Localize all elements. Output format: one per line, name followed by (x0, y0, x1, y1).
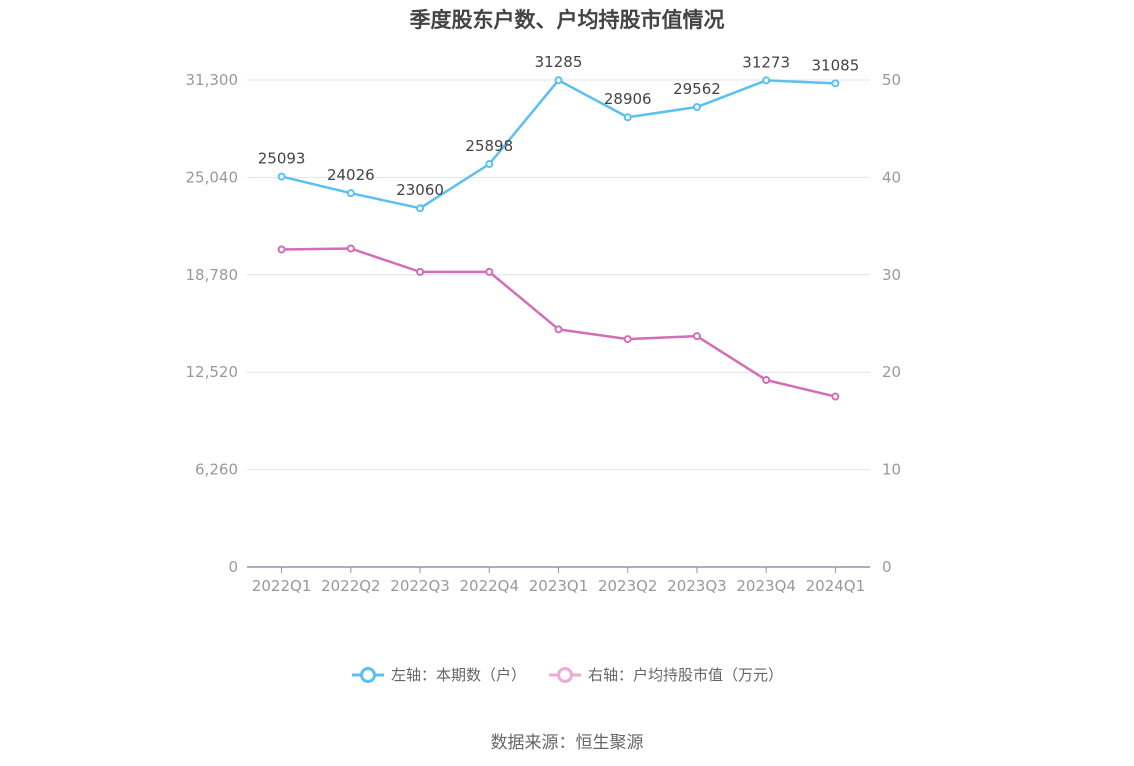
right-axis-tick-label: 30 (882, 266, 901, 284)
left-axis-tick-label: 25,040 (186, 168, 239, 186)
legend-item-left[interactable]: 左轴：本期数（户） (351, 664, 526, 685)
data-point-left (831, 79, 840, 88)
x-axis-tick-label: 2023Q4 (736, 577, 796, 595)
legend-symbol-right-icon (549, 666, 581, 683)
x-axis-tick-label: 2023Q1 (529, 577, 589, 595)
data-point-right (485, 267, 494, 276)
data-point-left (416, 204, 425, 213)
legend-label-right: 右轴：户均持股市值（万元） (588, 666, 784, 684)
legend: 左轴：本期数（户） 右轴：户均持股市值（万元） (0, 664, 1134, 685)
data-label: 31285 (535, 53, 583, 71)
data-label: 29562 (673, 80, 721, 98)
data-point-left (277, 172, 286, 181)
x-axis-tick-label: 2022Q4 (460, 577, 520, 595)
left-axis-tick-label: 18,780 (186, 266, 239, 284)
left-axis-tick-label: 0 (228, 558, 238, 576)
legend-item-right[interactable]: 右轴：户均持股市值（万元） (548, 664, 783, 685)
x-axis-tick-label: 2022Q2 (321, 577, 381, 595)
data-point-left (623, 113, 632, 122)
data-point-right (554, 325, 563, 334)
right-axis-tick-label: 20 (882, 363, 901, 381)
x-axis-tick-label: 2022Q1 (252, 577, 312, 595)
data-label: 31273 (742, 53, 790, 71)
chart-area: 0 0 6,260 10 12,520 20 18,780 30 25,040 40 31,300 5… (186, 53, 902, 595)
data-label: 24026 (327, 166, 375, 184)
data-label: 28906 (604, 90, 652, 108)
x-axis-tick-label: 2024Q1 (806, 577, 866, 595)
series-line-left (281, 78, 836, 210)
legend-label-left: 左轴：本期数（户） (390, 666, 526, 684)
data-point-right (623, 335, 632, 344)
data-point-left (762, 76, 771, 85)
left-axis-tick-label: 31,300 (186, 71, 239, 89)
right-axis-tick-label: 0 (882, 558, 892, 576)
left-axis-tick-label: 12,520 (186, 363, 239, 381)
series-line-right (281, 247, 836, 398)
left-axis-tick-label: 6,260 (195, 461, 238, 479)
data-point-right (277, 245, 286, 254)
right-axis-tick-label: 10 (882, 461, 901, 479)
data-label: 31085 (812, 56, 860, 74)
data-label: 25898 (465, 137, 513, 155)
right-axis-tick-label: 40 (882, 168, 901, 186)
data-point-right (831, 392, 840, 401)
data-source: 数据来源：恒生聚源 (490, 733, 644, 753)
legend-symbol-left-icon (351, 666, 384, 683)
x-axis-tick-label: 2023Q2 (598, 577, 658, 595)
data-point-left (485, 160, 494, 169)
chart-title: 季度股东户数、户均持股市值情况 (409, 8, 725, 32)
data-point-left (692, 103, 701, 112)
right-axis-tick-label: 50 (882, 71, 901, 89)
data-point-right (762, 375, 771, 384)
x-axis-tick-label: 2022Q3 (390, 577, 450, 595)
data-point-left (554, 76, 563, 85)
data-point-right (346, 244, 355, 253)
data-point-right (416, 267, 425, 276)
data-label: 23060 (396, 181, 444, 199)
data-label: 25093 (258, 150, 306, 168)
x-axis-tick-label: 2023Q3 (667, 577, 727, 595)
data-point-right (692, 332, 701, 341)
data-point-left (346, 189, 355, 198)
